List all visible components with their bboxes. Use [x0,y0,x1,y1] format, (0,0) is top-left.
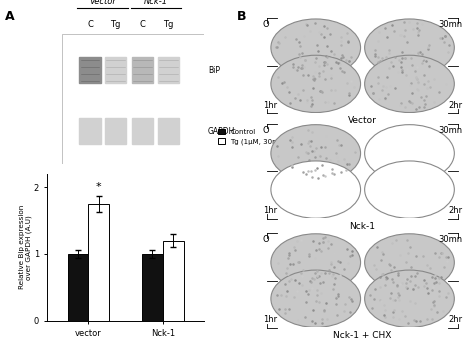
Text: 1hr: 1hr [263,315,277,325]
Text: Nck-1 + CHX: Nck-1 + CHX [333,331,392,340]
Bar [157,57,179,83]
Ellipse shape [365,270,454,327]
Ellipse shape [365,161,454,218]
Bar [67,254,88,321]
Text: 30mn: 30mn [438,235,463,244]
Text: BiP: BiP [208,66,220,75]
Text: Nck-1: Nck-1 [144,0,167,5]
Text: 30mn: 30mn [438,20,463,29]
Text: C: C [87,20,93,29]
Bar [157,118,179,144]
Bar [105,57,126,83]
Ellipse shape [271,234,361,291]
Text: O: O [263,235,269,244]
Text: O: O [263,125,269,135]
Ellipse shape [365,19,454,76]
Ellipse shape [365,55,454,113]
Ellipse shape [271,125,361,182]
Bar [105,118,126,144]
Ellipse shape [271,270,361,327]
Text: B: B [237,10,246,23]
Bar [80,118,100,144]
Text: Tg: Tg [163,20,173,29]
Text: Tg: Tg [110,20,121,29]
Ellipse shape [271,161,361,218]
Text: 2hr: 2hr [448,101,463,110]
Bar [132,57,153,83]
Ellipse shape [271,55,361,113]
Text: *: * [96,182,101,192]
Bar [142,254,163,321]
Text: C: C [140,20,146,29]
Bar [132,118,153,144]
Text: O: O [263,20,269,29]
Text: 2hr: 2hr [448,206,463,216]
Text: 1hr: 1hr [263,206,277,216]
Ellipse shape [365,234,454,291]
Text: 2hr: 2hr [448,315,463,325]
Text: Vector: Vector [348,116,377,125]
Text: A: A [5,10,14,23]
Text: 30mn: 30mn [438,125,463,135]
Bar [88,204,109,321]
Text: Nck-1: Nck-1 [350,222,375,231]
Bar [163,240,184,321]
Text: Vector: Vector [90,0,116,5]
Text: 1hr: 1hr [263,101,277,110]
Ellipse shape [271,19,361,76]
Ellipse shape [365,125,454,182]
Legend: Control, Tg (1μM, 30min): Control, Tg (1μM, 30min) [215,126,292,148]
Bar [80,57,100,83]
Text: GAPDH: GAPDH [208,127,236,136]
Y-axis label: Relative Bip expression
over GAPDH (A.U): Relative Bip expression over GAPDH (A.U) [19,205,32,290]
